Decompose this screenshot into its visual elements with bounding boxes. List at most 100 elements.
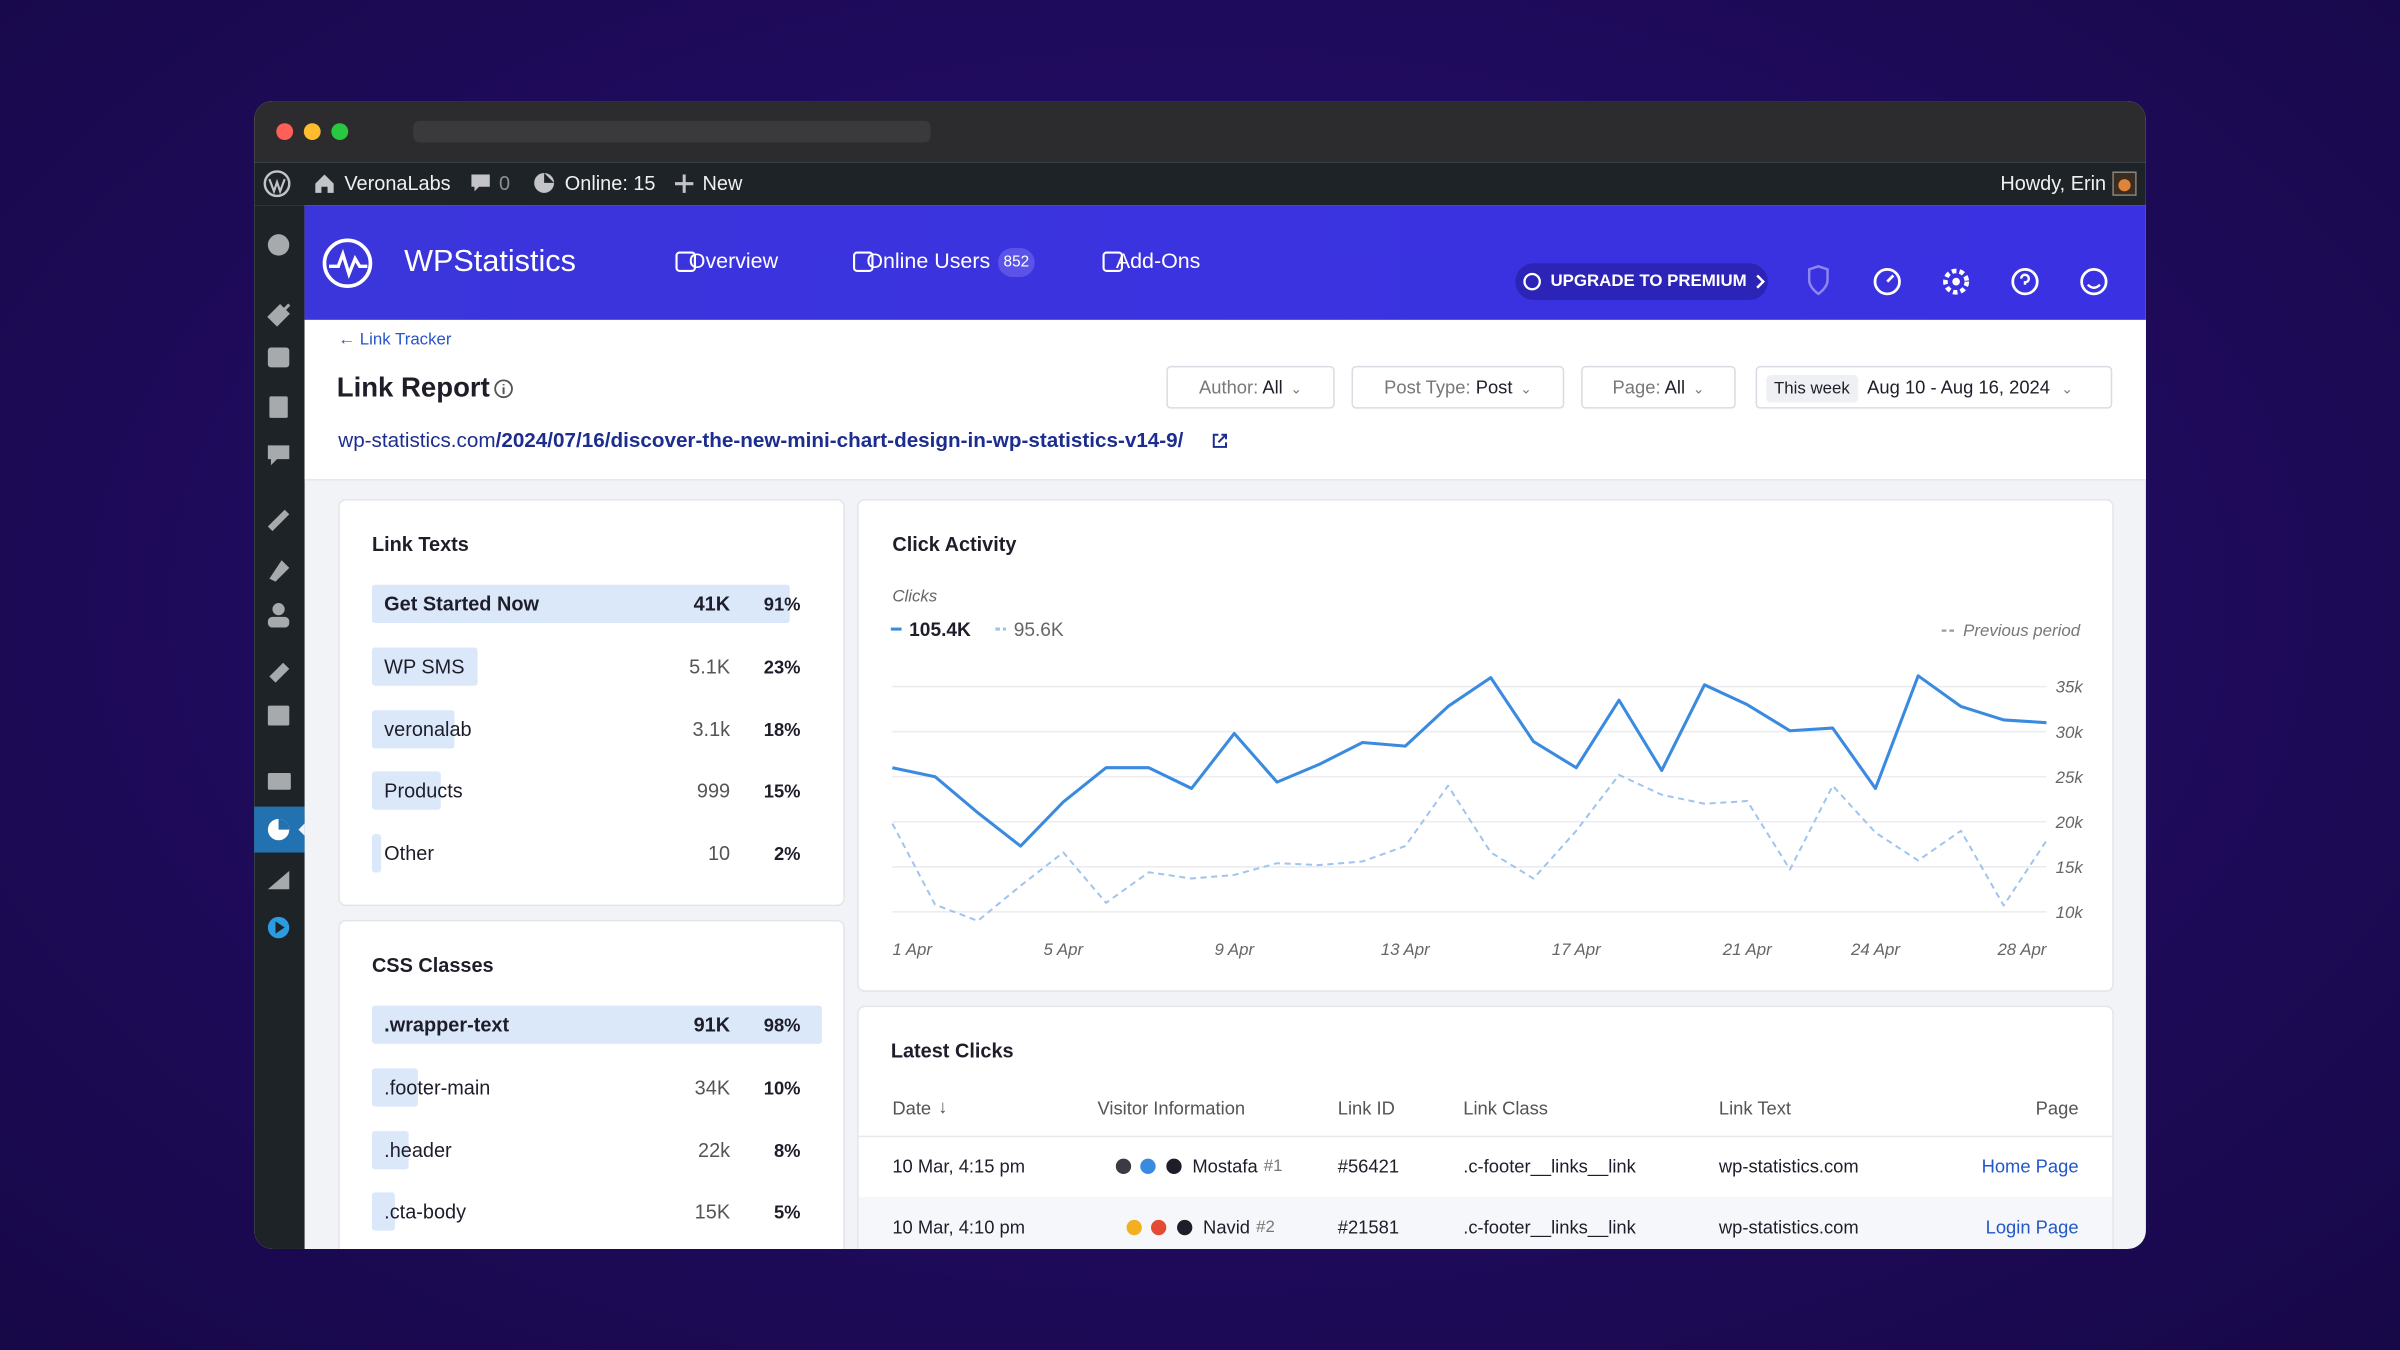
help-icon[interactable] xyxy=(2011,268,2039,296)
external-link-icon[interactable] xyxy=(1211,432,1229,450)
info-icon[interactable] xyxy=(493,378,514,399)
legend-label: 105.4K xyxy=(909,620,971,641)
row-count: 15K xyxy=(694,1200,731,1224)
upgrade-label: UPGRADE TO PREMIUM xyxy=(1550,272,1747,291)
comments-icon[interactable] xyxy=(267,445,290,466)
report-url[interactable]: wp-statistics.com/2024/07/16/discover-th… xyxy=(338,429,1183,452)
row-count: 5.1K xyxy=(689,654,731,678)
date-range: Aug 10 - Aug 16, 2024 xyxy=(1867,376,2050,398)
filter-label: Page: xyxy=(1612,376,1661,398)
plugins-icon[interactable] xyxy=(269,560,290,582)
back-link[interactable]: ← Link Tracker xyxy=(338,330,452,349)
feedback-icon[interactable] xyxy=(2080,268,2108,296)
visitor-icon xyxy=(1126,1219,1142,1236)
mail-icon[interactable] xyxy=(267,772,291,790)
shield-icon[interactable] xyxy=(1807,265,1829,296)
site-name[interactable]: VeronaLabs xyxy=(344,171,451,195)
filter-caret: ⌄ xyxy=(1520,381,1532,397)
row-label: veronalab xyxy=(384,717,472,741)
maximize-button[interactable] xyxy=(331,123,349,141)
appearance-icon[interactable] xyxy=(267,509,290,532)
row-percent: 98% xyxy=(763,1014,801,1037)
wp-logo[interactable] xyxy=(263,170,291,198)
media-icon[interactable] xyxy=(267,347,290,368)
column-header: Link Text xyxy=(1718,1097,1792,1119)
row-count: 999 xyxy=(696,779,731,803)
posts-icon[interactable] xyxy=(267,303,291,327)
link-text: wp-statistics.com xyxy=(1718,1216,1859,1239)
title-bar xyxy=(254,101,2146,163)
speed-icon[interactable] xyxy=(1873,268,1901,296)
comment-count[interactable]: 0 xyxy=(498,171,511,195)
tools-icon[interactable] xyxy=(269,662,290,683)
row-bar xyxy=(371,772,441,811)
link-texts-card: Link Texts Get Started Now 41K 91% WP SMS 5.… xyxy=(338,498,845,907)
row-label: .cta-body xyxy=(384,1200,467,1224)
row-percent: 91% xyxy=(763,593,801,616)
row-label: Get Started Now xyxy=(384,592,539,616)
row-percent: 15% xyxy=(763,781,801,803)
y-tick-label: 35k xyxy=(2056,678,2085,697)
row-bar xyxy=(371,584,790,623)
brand-name[interactable]: WPStatistics xyxy=(404,244,576,279)
filter-label: Author: xyxy=(1199,376,1259,398)
filter[interactable]: Author: All ⌄ xyxy=(1166,365,1335,409)
online-icon xyxy=(534,172,555,193)
x-tick-label: 17 Apr xyxy=(1552,940,1602,959)
brand-logo[interactable] xyxy=(320,236,375,291)
filter[interactable]: Page: All ⌄ xyxy=(1581,365,1736,409)
nav-item[interactable]: Overview xyxy=(689,248,778,272)
row-label: .footer-main xyxy=(384,1075,491,1099)
previous-period-line xyxy=(891,773,2048,922)
address-bar[interactable] xyxy=(413,120,931,143)
page-link[interactable]: Login Page xyxy=(1985,1216,2079,1239)
y-axis-label: Clicks xyxy=(892,587,937,606)
x-tick-label: 5 Apr xyxy=(1044,940,1085,959)
filter[interactable]: Post Type: Post ⌄ xyxy=(1351,365,1565,409)
link-id: #21581 xyxy=(1337,1216,1400,1239)
chevron xyxy=(1756,274,1765,289)
row-percent: 23% xyxy=(763,656,801,678)
x-tick-label: 13 Apr xyxy=(1381,940,1431,959)
x-tick-label: 24 Apr xyxy=(1850,940,1901,959)
row-label: .header xyxy=(384,1138,452,1162)
upgrade-button[interactable]: UPGRADE TO PREMIUM xyxy=(1515,263,1768,300)
analytics-icon[interactable] xyxy=(267,870,290,890)
window-controls xyxy=(276,120,931,143)
dashboard-icon[interactable] xyxy=(267,234,290,256)
row-count: 10 xyxy=(707,842,731,866)
chart: Click Activity Clicks 105.4K 95.6K Previous … xyxy=(890,534,2085,959)
nav-item[interactable]: Online Users xyxy=(866,248,990,272)
back-label: Link Tracker xyxy=(359,330,452,349)
clicks-line xyxy=(892,674,2047,848)
css-classes-card: CSS Classes .wrapper-text 91K 98% .footer-m… xyxy=(338,919,845,1249)
link-class: .c-footer__links__link xyxy=(1463,1216,1636,1239)
legend-label: 95.6K xyxy=(1014,620,1064,641)
new-link[interactable]: New xyxy=(702,171,743,195)
nav-item[interactable]: Add-Ons xyxy=(1116,248,1201,272)
users-icon[interactable] xyxy=(267,616,290,628)
avatar[interactable] xyxy=(2112,171,2137,196)
separator xyxy=(858,1135,2113,1138)
filter-label: Post Type: xyxy=(1384,376,1471,398)
column-header: Visitor Information xyxy=(1097,1097,1246,1119)
visitor-id: #1 xyxy=(1263,1157,1283,1176)
close-button[interactable] xyxy=(276,123,294,141)
date-filter[interactable]: This week Aug 10 - Aug 16, 2024 ⌄ xyxy=(1755,365,2113,409)
online-count[interactable]: Online: 15 xyxy=(564,171,656,195)
filter-caret: ⌄ xyxy=(1290,381,1302,397)
page-link[interactable]: Home Page xyxy=(1981,1155,2079,1178)
row-percent: 2% xyxy=(773,843,801,866)
y-tick-label: 20k xyxy=(2055,813,2085,832)
settings-icon[interactable] xyxy=(267,705,290,726)
minimize-button[interactable] xyxy=(303,123,321,141)
pages-icon[interactable] xyxy=(269,396,288,418)
row-bar xyxy=(371,1192,395,1232)
row-count: 3.1k xyxy=(692,717,731,741)
settings-icon[interactable] xyxy=(1943,268,1970,295)
row-label: Products xyxy=(384,779,463,803)
howdy[interactable]: Howdy, Erin xyxy=(2000,171,2107,195)
row-percent: 18% xyxy=(763,718,801,741)
visitor-icon xyxy=(1177,1219,1193,1236)
row-stripe xyxy=(858,1196,2113,1249)
